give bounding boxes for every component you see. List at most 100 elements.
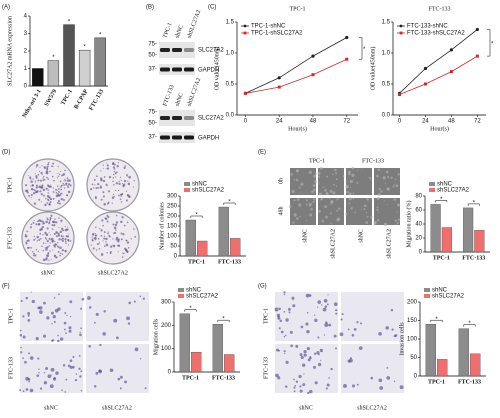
photo-texture [338,207,341,210]
photo-texture [314,318,318,322]
photo-texture [52,339,55,342]
colony [112,238,114,240]
photo-texture [43,381,48,385]
photo-texture [330,223,332,225]
colony [99,186,103,189]
photo-texture [62,364,66,367]
colony [28,194,31,197]
photo-texture [278,307,281,311]
y-tick-label: 200 [167,214,178,220]
dish [21,211,75,265]
colony [47,252,50,254]
photo-texture [311,190,314,194]
colony [122,252,125,255]
colony [37,250,39,253]
colony [34,191,37,194]
photo-texture [308,202,312,206]
y-tick-label: 0 [174,254,178,260]
photo-texture [68,326,72,330]
photo-texture [376,206,379,209]
photo-texture [317,362,322,367]
photo-texture [39,310,43,314]
photo-texture [22,335,26,339]
colony [46,165,49,168]
colony [33,219,35,222]
colony [50,217,52,219]
colony [111,202,113,204]
colony [48,185,51,189]
photo-texture [352,192,355,195]
colony [59,247,61,249]
colony [39,232,42,235]
photo-texture [293,390,296,393]
colony [46,176,48,179]
photo-texture [43,301,46,305]
photo-texture [348,170,351,174]
photo-texture [102,332,106,336]
photo-texture [30,291,32,293]
photo-texture [46,316,50,320]
significance: * [440,197,443,203]
colony [36,235,39,239]
colony [107,232,109,235]
colony [115,236,119,239]
photo-texture [330,203,332,205]
photo-texture [340,318,343,321]
colony [55,256,58,259]
photo-texture [310,207,313,211]
y-tick-label: 0.5 [226,82,235,88]
colony [59,180,62,183]
colony [62,229,65,232]
y-tick-label: 150 [167,224,178,230]
photo-texture [325,321,328,324]
significance: * [52,55,55,61]
photo-texture [276,348,280,352]
colony [119,198,122,201]
photo [275,292,338,341]
colony [113,226,117,230]
photo-texture [284,352,286,355]
photo-texture [377,192,381,197]
photo-texture [349,179,354,184]
photo-texture [325,387,328,390]
colony [56,232,58,234]
colony [51,215,53,217]
photo-texture [330,367,333,371]
colony [39,179,42,182]
colony [51,175,54,178]
photo-texture [323,299,328,303]
bar [437,359,448,377]
colony [35,166,38,168]
colony [61,253,64,255]
photo-texture [38,368,40,370]
colony [58,238,61,241]
band [184,116,194,120]
column-label: FTC-133 [362,158,384,164]
photo-texture [283,310,286,313]
colony [35,176,38,179]
photo-texture [363,208,366,211]
photo-texture [306,347,310,351]
colony [124,165,126,167]
colony [47,162,50,164]
colony [64,228,68,232]
colony [36,175,38,177]
colony [42,249,45,252]
photo-texture [394,219,397,222]
y-tick-label: 40 [415,222,422,228]
photo-texture [386,203,388,206]
colony [66,177,69,179]
colony [41,220,44,223]
photo-texture [386,187,389,190]
photo-texture [276,313,281,318]
photo-texture [119,375,123,379]
y-tick-label: 80 [415,194,422,200]
photo-texture [289,330,293,334]
colony [103,245,106,247]
photo-texture [365,211,368,214]
colony [127,182,131,186]
colony [94,184,96,186]
colony [120,201,123,203]
photo-texture [95,371,99,375]
colony [30,180,33,183]
